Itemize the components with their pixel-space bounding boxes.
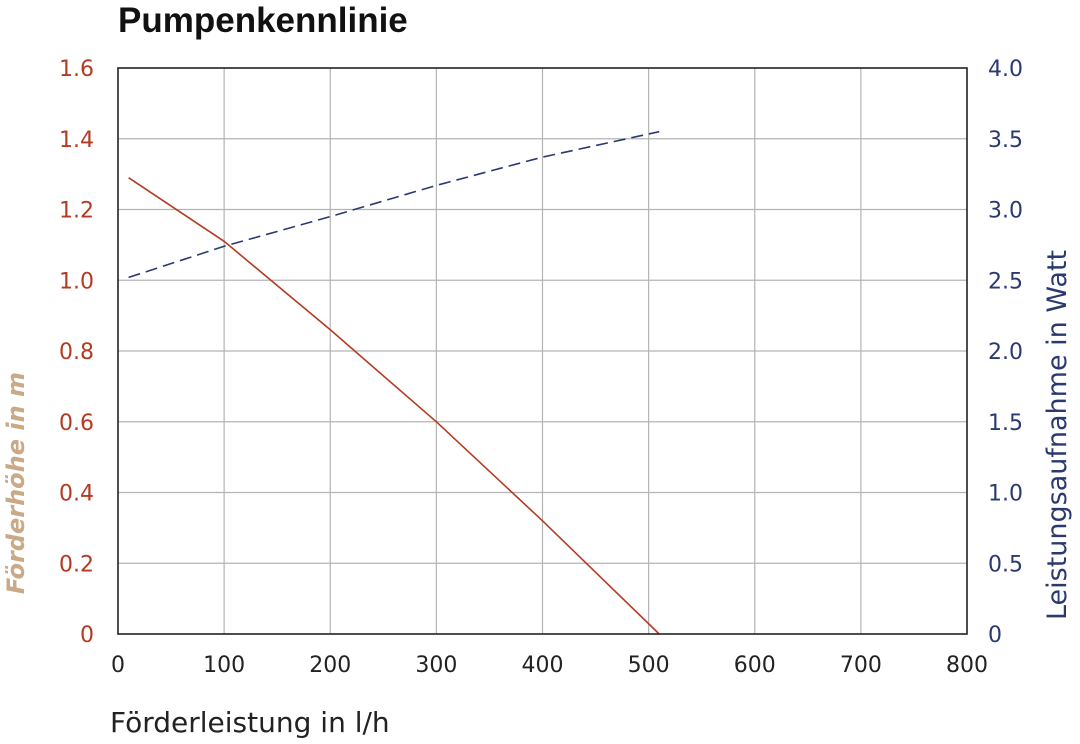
y-right-tick-label: 3.0 <box>988 199 1023 224</box>
y-right-tick-label: 1.0 <box>988 482 1023 507</box>
y-right-tick-label: 3.5 <box>988 128 1023 153</box>
y-left-tick-label: 0.6 <box>59 411 94 436</box>
y-left-tick-label: 0.2 <box>59 552 94 577</box>
right-axis-ticks: 0 0.5 1.0 1.5 2.0 2.5 3.0 3.5 4.0 <box>988 57 1023 648</box>
plot-frame <box>117 67 968 635</box>
x-tick-label: 100 <box>203 653 245 678</box>
y-axis-left-label: Förderhöhe in m <box>2 372 30 594</box>
y-right-tick-label: 1.5 <box>988 411 1023 436</box>
x-tick-label: 800 <box>946 653 988 678</box>
x-axis-label: Förderleistung in l/h <box>110 706 390 739</box>
x-tick-label: 700 <box>840 653 882 678</box>
y-right-tick-label: 2.5 <box>988 269 1023 294</box>
chart-title: Pumpenkennlinie <box>118 1 408 40</box>
x-tick-label: 400 <box>522 653 564 678</box>
y-right-tick-label: 0.5 <box>988 552 1023 577</box>
y-right-tick-label: 2.0 <box>988 340 1023 365</box>
y-left-tick-label: 1.4 <box>59 128 94 153</box>
y-left-tick-label: 0.4 <box>59 482 94 507</box>
y-right-tick-label: 4.0 <box>988 57 1023 82</box>
series-group <box>128 130 660 635</box>
x-tick-label: 500 <box>628 653 670 678</box>
grid <box>118 68 967 634</box>
x-tick-label: 300 <box>415 653 457 678</box>
y-left-tick-label: 1.0 <box>59 269 94 294</box>
x-axis-ticks: 0 100 200 300 400 500 600 700 800 <box>111 653 988 678</box>
x-tick-label: 0 <box>111 653 125 678</box>
y-axis-right-label: Leistungsaufnahme in Watt <box>1042 250 1073 620</box>
series-line-power <box>128 130 660 279</box>
series-line-head <box>128 177 660 635</box>
y-left-tick-label: 1.6 <box>59 57 94 82</box>
x-tick-label: 200 <box>309 653 351 678</box>
y-left-tick-label: 0 <box>80 623 94 648</box>
y-left-tick-label: 1.2 <box>59 199 94 224</box>
y-right-tick-label: 0 <box>988 623 1002 648</box>
x-tick-label: 600 <box>734 653 776 678</box>
left-axis-ticks: 0 0.2 0.4 0.6 0.8 1.0 1.2 1.4 1.6 <box>59 57 94 648</box>
y-left-tick-label: 0.8 <box>59 340 94 365</box>
